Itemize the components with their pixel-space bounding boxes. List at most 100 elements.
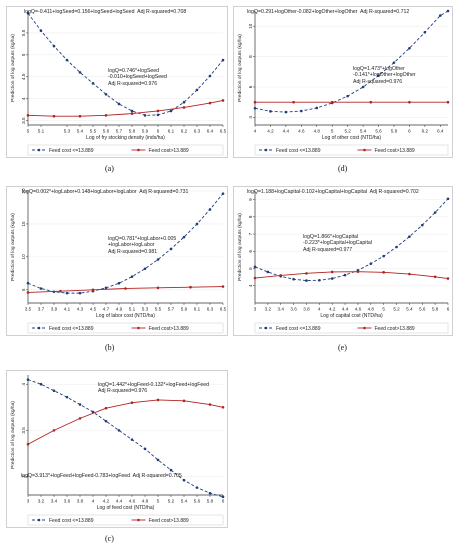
y-tick-label: 4 [248, 116, 253, 119]
x-tick-label: 6 [157, 129, 160, 134]
data-point [65, 291, 69, 295]
x-tick-label: 6 [408, 129, 411, 134]
equation-line: Adj R-squared=0.976 [98, 388, 148, 395]
chart-panel-c: 3 3.2 3.4 3.6 3.8 4 4.2 4.4 4.6 4.8 5 5.2 5.4 5.6 5.8 6… [6, 370, 228, 528]
x-tick-label: 4.6 [129, 499, 136, 504]
x-tick-label: 3.2 [38, 499, 45, 504]
legend-label: Feed cost>13.889 [375, 326, 415, 332]
x-tick-label: 6.4 [437, 129, 444, 134]
x-tick-label: 5.6 [103, 129, 110, 134]
legend-marker [363, 148, 366, 152]
x-tick-label: 5.8 [391, 129, 398, 134]
x-tick-label: 4.6 [355, 307, 362, 312]
data-point [156, 458, 160, 462]
data-point [284, 110, 288, 114]
data-point [124, 287, 127, 290]
legend-label: Feed cost>13.889 [149, 148, 189, 154]
data-point [78, 403, 82, 406]
data-point [39, 287, 43, 290]
legend-marker [137, 326, 140, 330]
x-tick-label: 5.2 [168, 499, 175, 504]
equation-line: logQ=0.002*+logLabor+0.148+logLabor+logL… [22, 189, 189, 195]
x-tick-label: 5.4 [406, 307, 413, 312]
panel-frame [233, 6, 453, 158]
data-point [269, 110, 272, 113]
data-point [266, 270, 270, 274]
equation-line: logQ=0.781*+logLabor+0.005 [108, 236, 177, 242]
x-tick-label: 5.5 [90, 129, 97, 134]
x-tick-label: 6.1 [168, 129, 175, 134]
equation-annotation: logQ=1.866*+logCapital -0.223*+logCapital… [303, 234, 372, 253]
equation-line: logQ=3.913*+logFeed+logFeed-0.783+logFee… [21, 473, 182, 479]
equation-line: Adj R-squared=0.977 [303, 246, 353, 253]
y-tick-label: 5 [21, 288, 26, 291]
data-point [195, 486, 199, 489]
legend-label: Feed cost <=13.889 [49, 326, 94, 332]
x-tick-label: 6.2 [422, 129, 429, 134]
data-point [221, 406, 225, 409]
data-point [156, 109, 160, 113]
x-tick-label: 4 [254, 129, 257, 134]
y-tick-label: 5 [248, 267, 253, 270]
panel-letter: (c) [105, 534, 114, 543]
x-tick-label: 5 [382, 307, 385, 312]
data-point [78, 114, 82, 118]
x-tick-label: 5.6 [375, 129, 382, 134]
x-tick-label: 4.4 [116, 499, 123, 504]
data-point [420, 223, 424, 227]
panel-frame [6, 370, 228, 528]
legend-label: Feed cost <=13.889 [49, 148, 94, 154]
data-point [65, 58, 69, 62]
data-point [305, 272, 308, 275]
equation-line: logQ=0.746*+logSeed [108, 68, 160, 74]
data-point [117, 429, 121, 432]
data-point [39, 382, 43, 386]
data-point [182, 399, 186, 403]
data-point [143, 267, 147, 271]
data-point [130, 401, 134, 404]
panel-letter: (b) [105, 343, 115, 352]
chart-svg: 3 3.2 3.4 3.6 3.8 4 4.2 4.4 4.6 4.8 5 5.2 5.4 5.6 5.8 6… [237, 191, 450, 334]
equation-annotation: logQ=-0.411+logSeed=0.156+logSeed+logSee… [24, 9, 186, 15]
x-tick-label: 5.4 [77, 129, 84, 134]
panel-frame [233, 186, 453, 336]
plot-area [28, 191, 223, 303]
data-point [382, 254, 385, 258]
legend-marker [37, 148, 41, 152]
data-point [104, 406, 108, 410]
y-tick-label: 8 [248, 55, 253, 58]
y-tick-label: 4 [21, 383, 26, 386]
legend-label: Feed cost>13.889 [375, 148, 415, 154]
equation-line: logQ=1.188+logCapital-0.102+logCapital+l… [247, 189, 419, 195]
chart-svg: 3.5 3.7 3.9 4.1 4.3 4.5 4.7 4.9 5.1 5.3 5.5 5.7 5.9 6… [10, 188, 227, 334]
panel-letter: (d) [338, 164, 348, 173]
data-point [143, 447, 147, 451]
x-tick-label: 4.7 [103, 307, 110, 312]
x-tick-label: 5.5 [155, 307, 162, 312]
data-point [305, 279, 308, 282]
equation-annotation: logQ=1.473*+logOther -0.141*+logOther+log… [353, 66, 416, 85]
x-tick-label: 5.7 [168, 307, 175, 312]
data-point [104, 419, 108, 423]
legend-marker [37, 518, 41, 522]
legend-label: Feed cost>13.889 [149, 326, 189, 332]
y-tick-label: 5.5 [21, 29, 26, 36]
y-tick-label: 3 [21, 475, 26, 478]
equation-annotation: logQ=0.746*+logSeed -0.010+logSeed+logSee… [108, 68, 167, 87]
x-tick-label: 3.4 [278, 307, 285, 312]
equation-annotation: logQ=1.442*+logFeed-0.132*+logFeed+logFe… [98, 382, 209, 395]
data-point [104, 286, 108, 290]
data-point [26, 291, 30, 294]
legend-box [27, 322, 224, 334]
x-tick-label: 3.6 [64, 499, 71, 504]
x-tick-label: 5.4 [360, 129, 367, 134]
legend-box [254, 144, 449, 156]
x-tick-label: 4.4 [342, 307, 349, 312]
y-tick-label: 4 [21, 97, 26, 100]
y-tick-label: 9 [248, 198, 253, 201]
data-point [130, 438, 134, 441]
data-point [39, 29, 43, 33]
y-tick-label: 3.5 [21, 117, 26, 124]
y-tick-label: 7 [248, 232, 253, 235]
x-tick-label: 4.2 [329, 307, 336, 312]
